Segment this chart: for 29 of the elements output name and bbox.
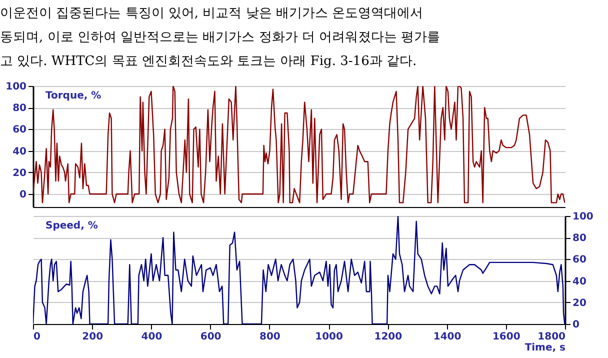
line-series [33, 86, 565, 204]
y-tick-label: 100 [6, 82, 27, 92]
y2-tick-label: 80 [572, 233, 586, 244]
text: 동되며, 이로 인하여 일반적으로는 배기가스 정화가 더 어려워졌다는 평가를 [0, 29, 442, 47]
x-tick-label: 200 [82, 332, 104, 342]
x-tick-label: 800 [260, 332, 280, 342]
x-tick-label: 400 [141, 332, 162, 342]
x-tick-label: 0 [34, 332, 40, 342]
y2-axis-title: Speed, % [46, 220, 98, 232]
y-tick-label: 60 [12, 124, 27, 136]
y2-tick-label: 40 [572, 276, 586, 288]
text: 이운전이 집중된다는 특징이 있어, 비교적 낮은 배기가스 온도영역대에서 [0, 5, 424, 23]
y2-tick-label: 60 [572, 254, 586, 266]
x-tick-label: 1800 [538, 332, 566, 342]
x-axis-title: Time, s [524, 342, 566, 354]
y2-tick-label: 0 [572, 320, 580, 330]
x-tick-label: 1400 [433, 332, 462, 342]
y2-tick-label: 20 [572, 298, 586, 309]
text: 고 있다. WHTC의 목표 엔진회전속도와 토크는 아래 Fig. 3-16과 같다. [0, 53, 418, 71]
x-tick-label: 1600 [492, 332, 520, 342]
y-tick-label: 0 [20, 190, 27, 201]
x-tick-label: 1000 [315, 332, 344, 342]
y-axis-title: Torque, % [46, 90, 102, 102]
y-tick-label: 20 [12, 168, 27, 179]
x-tick-label: 600 [200, 332, 222, 342]
y-tick-label: 40 [12, 146, 27, 158]
y-tick-label: 80 [12, 103, 27, 114]
x-tick-label: 1200 [374, 332, 402, 342]
y2-tick-label: 100 [572, 212, 594, 222]
